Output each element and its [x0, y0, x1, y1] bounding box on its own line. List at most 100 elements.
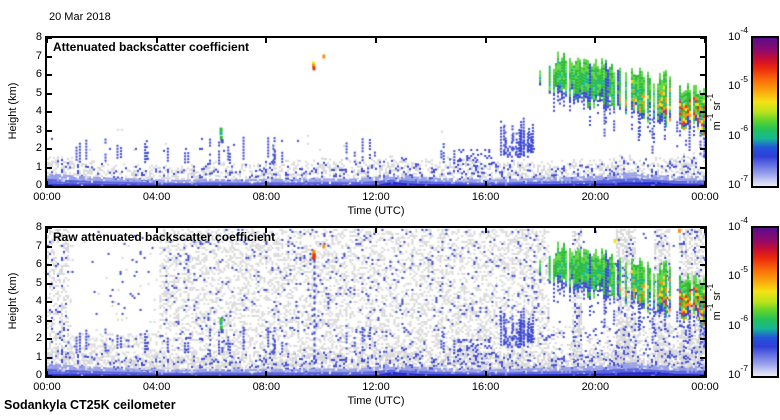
- y-tick-mark: [700, 92, 705, 95]
- y-tick-mark: [700, 356, 705, 359]
- y-tick-label: 4: [35, 105, 42, 117]
- colorbar-gradient-bottom: [753, 228, 777, 376]
- x-tick-mark: [484, 181, 487, 186]
- colorbar-top: [751, 36, 779, 188]
- colorbar-tick-label: 10-5: [728, 74, 748, 93]
- y-tick-label: 5: [35, 86, 42, 99]
- x-axis-label-top: Time (UTC): [347, 205, 405, 217]
- panel-raw-backscatter: Raw attenuated backscatter coefficient: [45, 226, 707, 378]
- x-tick-mark: [704, 371, 706, 376]
- y-tick-label: 6: [35, 68, 42, 80]
- y-tick-mark: [47, 319, 52, 322]
- y-tick-mark: [700, 74, 705, 76]
- x-tick-mark: [265, 181, 268, 186]
- x-tick-label: 20:00: [581, 191, 610, 203]
- y-tick-mark: [700, 129, 705, 132]
- y-tick-mark: [47, 227, 52, 229]
- panel-title-attenuated: Attenuated backscatter coefficient: [53, 40, 250, 54]
- y-tick-mark: [47, 129, 52, 132]
- x-axis-label-bottom: Time (UTC): [347, 395, 405, 407]
- y-tick-label: 3: [35, 123, 42, 136]
- y-tick-label: 0: [35, 369, 42, 381]
- y-tick-mark: [700, 37, 705, 39]
- y-tick-label: 3: [35, 313, 42, 326]
- y-tick-mark: [700, 111, 705, 113]
- x-tick-mark: [265, 371, 268, 376]
- y-tick-mark: [47, 55, 52, 58]
- y-tick-mark: [700, 264, 705, 266]
- y-tick-mark: [47, 356, 52, 359]
- x-tick-label: 20:00: [581, 381, 610, 393]
- x-tick-mark: [375, 38, 377, 43]
- y-tick-mark: [700, 227, 705, 229]
- x-tick-mark: [375, 371, 377, 376]
- y-tick-label: 6: [35, 258, 42, 270]
- panel-title-raw: Raw attenuated backscatter coefficient: [53, 230, 276, 244]
- y-tick-mark: [700, 338, 705, 340]
- y-tick-label: 1: [35, 350, 42, 363]
- colorbar-bottom: [751, 226, 779, 378]
- instrument-label: Sodankyla CT25K ceilometer: [4, 398, 176, 412]
- x-tick-label: 12:00: [362, 191, 390, 203]
- y-tick-mark: [700, 185, 705, 187]
- colorbar-tick-label: 10-7: [728, 172, 748, 191]
- x-tick-mark: [46, 228, 48, 233]
- y-tick-mark: [700, 319, 705, 322]
- x-tick-mark: [594, 38, 597, 43]
- x-tick-mark: [594, 228, 597, 233]
- x-tick-label: 00:00: [33, 191, 61, 203]
- x-tick-label: 08:00: [252, 191, 281, 203]
- y-tick-mark: [47, 74, 52, 76]
- x-tick-label: 00:00: [33, 381, 61, 393]
- x-tick-mark: [484, 38, 487, 43]
- x-tick-label: 00:00: [691, 191, 719, 203]
- y-tick-mark: [47, 245, 52, 248]
- y-tick-mark: [47, 37, 52, 39]
- x-tick-mark: [484, 228, 487, 233]
- x-tick-label: 00:00: [691, 381, 719, 393]
- y-tick-mark: [700, 245, 705, 248]
- raw-backscatter-heatmap: [47, 228, 705, 376]
- x-tick-mark: [375, 181, 377, 186]
- y-tick-mark: [700, 148, 705, 150]
- x-tick-mark: [155, 38, 158, 43]
- y-tick-label: 1: [35, 160, 42, 173]
- y-tick-mark: [47, 185, 52, 187]
- colorbar-tick-label: 10-5: [728, 264, 748, 283]
- y-tick-label: 2: [35, 332, 42, 344]
- y-tick-mark: [700, 166, 705, 169]
- colorbar-tick-label: 10-4: [728, 214, 748, 233]
- x-tick-mark: [155, 181, 158, 186]
- y-tick-label: 7: [35, 49, 42, 62]
- y-tick-mark: [47, 301, 52, 303]
- x-tick-mark: [46, 38, 48, 43]
- colorbar-tick-label: 10-6: [728, 123, 748, 142]
- x-tick-mark: [155, 228, 158, 233]
- y-tick-mark: [47, 92, 52, 95]
- x-tick-mark: [594, 181, 597, 186]
- y-tick-label: 4: [35, 295, 42, 307]
- y-tick-mark: [700, 301, 705, 303]
- x-tick-mark: [155, 371, 158, 376]
- y-tick-label: 5: [35, 276, 42, 289]
- colorbar-tick-label: 10-6: [728, 313, 748, 332]
- y-tick-mark: [47, 282, 52, 285]
- x-tick-mark: [594, 371, 597, 376]
- x-tick-label: 16:00: [471, 191, 500, 203]
- y-tick-mark: [47, 166, 52, 169]
- x-tick-label: 12:00: [362, 381, 390, 393]
- x-tick-mark: [46, 181, 48, 186]
- x-tick-label: 04:00: [142, 381, 171, 393]
- x-tick-mark: [704, 181, 706, 186]
- x-tick-mark: [704, 38, 706, 43]
- y-tick-mark: [47, 264, 52, 266]
- x-tick-mark: [265, 38, 268, 43]
- x-tick-mark: [375, 228, 377, 233]
- y-tick-mark: [47, 338, 52, 340]
- x-tick-label: 04:00: [142, 191, 171, 203]
- y-tick-label: 2: [35, 142, 42, 154]
- y-tick-mark: [47, 111, 52, 113]
- y-tick-label: 8: [35, 31, 42, 43]
- x-tick-label: 08:00: [252, 381, 281, 393]
